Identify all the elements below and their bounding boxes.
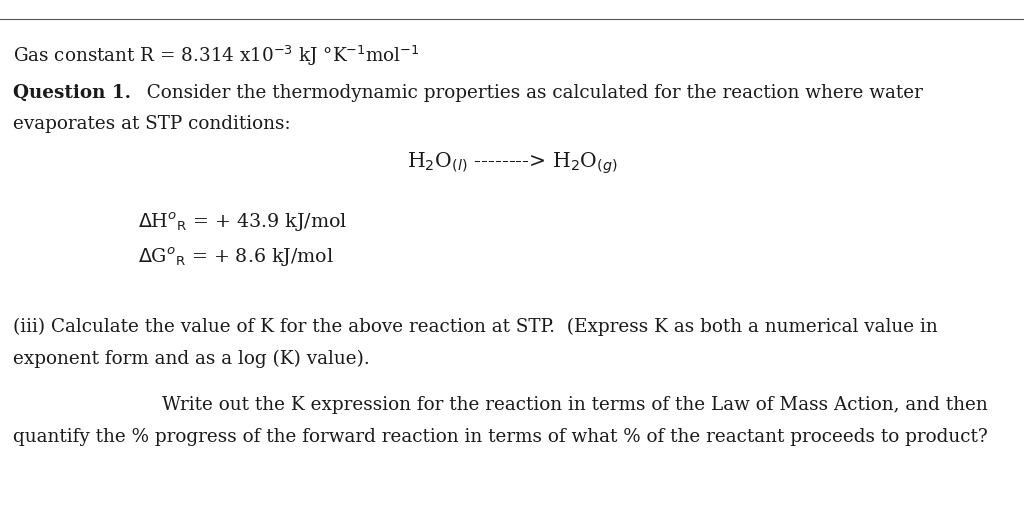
Text: evaporates at STP conditions:: evaporates at STP conditions:	[13, 115, 291, 133]
Text: (iii) Calculate the value of K for the above reaction at STP.  (Express K as bot: (iii) Calculate the value of K for the a…	[13, 318, 938, 336]
Text: quantify the % progress of the forward reaction in terms of what % of the reacta: quantify the % progress of the forward r…	[13, 428, 988, 446]
Text: H$_2$O$_{(l)}$ --------> H$_2$O$_{(g)}$: H$_2$O$_{(l)}$ --------> H$_2$O$_{(g)}$	[407, 151, 617, 176]
Text: Gas constant R = 8.314 x10$^{-3}$ kJ °K$^{-1}$mol$^{-1}$: Gas constant R = 8.314 x10$^{-3}$ kJ °K$…	[13, 43, 420, 67]
Text: Question 1.  Consider the thermodynamic properties as calculated for the reactio: Question 1. Consider the thermodynamic p…	[13, 84, 908, 102]
Text: Write out the K expression for the reaction in terms of the Law of Mass Action, : Write out the K expression for the react…	[162, 396, 987, 414]
Text: $\Delta$H$^o$$_{\mathrm{R}}$ = + 43.9 kJ/mol: $\Delta$H$^o$$_{\mathrm{R}}$ = + 43.9 kJ…	[138, 211, 347, 234]
Text: Consider the thermodynamic properties as calculated for the reaction where water: Consider the thermodynamic properties as…	[135, 84, 923, 102]
Text: Question 1.: Question 1.	[13, 84, 131, 102]
Text: exponent form and as a log (K) value).: exponent form and as a log (K) value).	[13, 350, 370, 368]
Text: $\Delta$G$^o$$_{\mathrm{R}}$ = + 8.6 kJ/mol: $\Delta$G$^o$$_{\mathrm{R}}$ = + 8.6 kJ/…	[138, 245, 334, 269]
